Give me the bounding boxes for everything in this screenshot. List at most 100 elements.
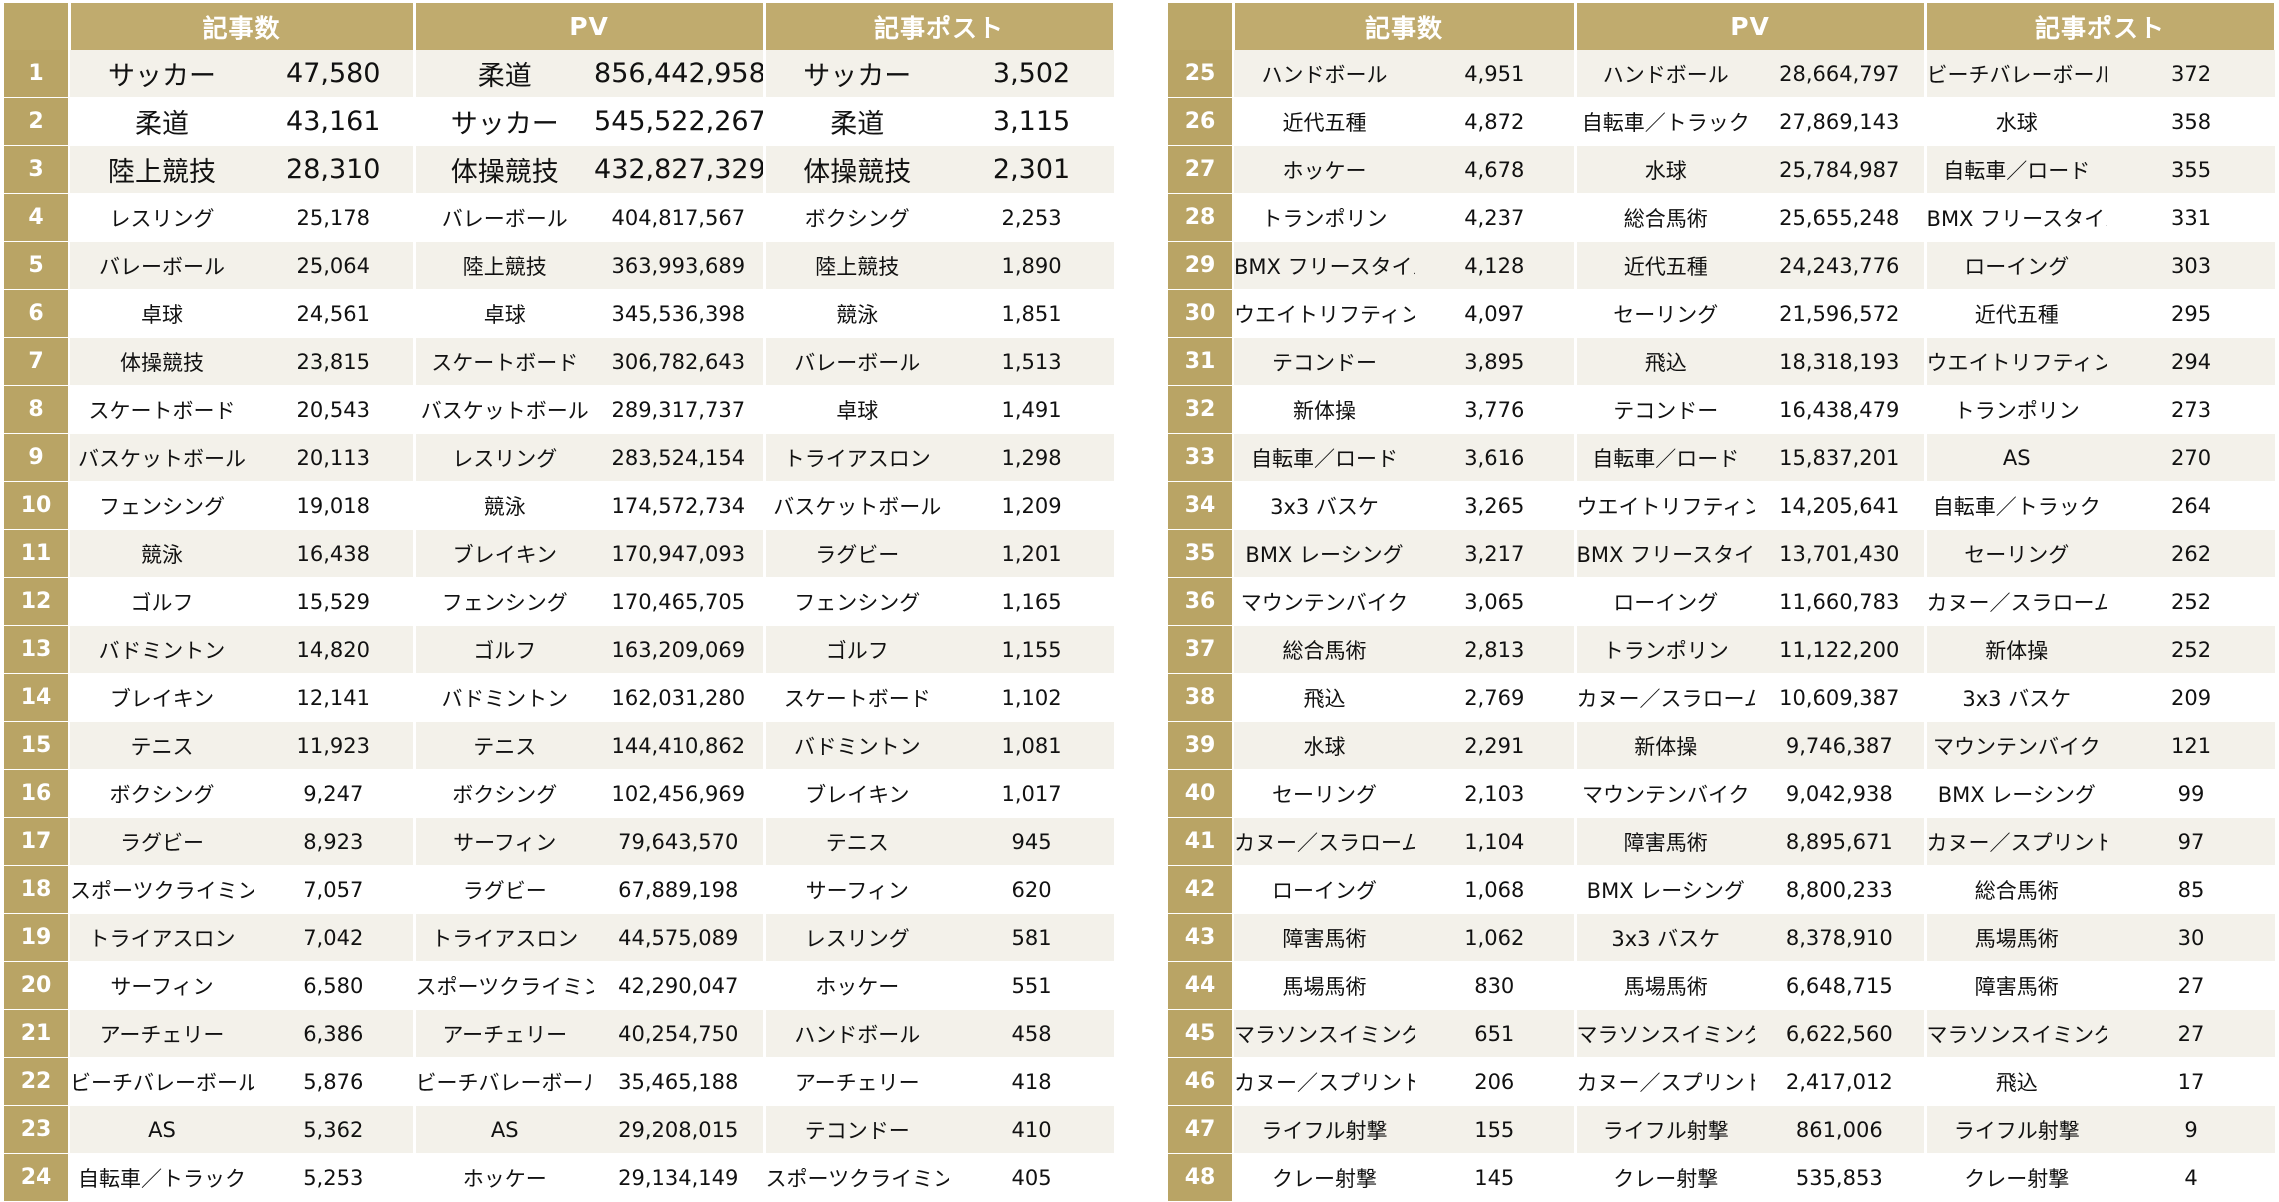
table-row: 9 バスケットボール 20,113 レスリング 283,524,154 トライアスロン 1,…: [4, 433, 1115, 482]
table-row: 5 バレーボール 25,064 陸上競技 363,993,689 陸上競技 1,890: [4, 241, 1115, 290]
pv-sport-cell: カヌー／スプリント: [1575, 1057, 1756, 1106]
table-row: 10 フェンシング 19,018 競泳 174,572,734 バスケットボール 1,209: [4, 481, 1115, 530]
post-count-cell: 270: [2107, 433, 2276, 482]
article-sport-cell: バドミントン: [69, 625, 254, 674]
rank-cell: 40: [1168, 769, 1234, 818]
post-count-cell: 1,890: [949, 241, 1115, 290]
table-row: 8 スケートボード 20,543 バスケットボール 289,317,737 卓球 1,491: [4, 385, 1115, 434]
rank-cell: 11: [4, 529, 70, 578]
pv-sport-cell: スケートボード: [414, 337, 595, 386]
table-row: 29 BMX フリースタイル 4,128 近代五種 24,243,776 ローイング 303: [1168, 241, 2276, 290]
pv-sport-cell: トライアスロン: [414, 913, 595, 962]
post-sport-cell: 体操競技: [764, 145, 950, 194]
pv-sport-cell: 近代五種: [1575, 241, 1756, 290]
pv-sport-cell: サッカー: [414, 97, 595, 146]
rank-cell: 41: [1168, 817, 1234, 866]
table-row: 6 卓球 24,561 卓球 345,536,398 競泳 1,851: [4, 289, 1115, 338]
article-count-cell: 4,951: [1415, 50, 1577, 98]
rank-cell: 9: [4, 433, 70, 482]
post-sport-cell: ウエイトリフティング: [1925, 337, 2108, 386]
rank-cell: 26: [1168, 97, 1234, 146]
article-sport-cell: バレーボール: [69, 241, 254, 290]
post-sport-cell: トライアスロン: [764, 433, 950, 482]
pv-count-cell: 11,660,783: [1755, 577, 1927, 626]
pv-count-cell: 8,378,910: [1755, 913, 1927, 962]
pv-sport-cell: セーリング: [1575, 289, 1756, 338]
pv-sport-cell: ビーチバレーボール: [414, 1057, 595, 1106]
post-sport-cell: 水球: [1925, 97, 2108, 146]
table-row: 19 トライアスロン 7,042 トライアスロン 44,575,089 レスリング 581: [4, 913, 1115, 962]
pv-count-cell: 44,575,089: [594, 913, 766, 962]
rank-cell: 33: [1168, 433, 1234, 482]
post-sport-cell: サーフィン: [764, 865, 950, 914]
post-count-cell: 3,115: [949, 97, 1115, 146]
post-count-cell: 294: [2107, 337, 2276, 386]
article-sport-cell: 3x3 バスケ: [1233, 481, 1415, 530]
pv-sport-cell: 陸上競技: [414, 241, 595, 290]
post-count-cell: 331: [2107, 193, 2276, 242]
post-count-cell: 262: [2107, 529, 2276, 578]
rank-cell: 3: [4, 145, 70, 194]
post-sport-cell: ラグビー: [764, 529, 950, 578]
table-row: 44 馬場馬術 830 馬場馬術 6,648,715 障害馬術 27: [1168, 961, 2276, 1010]
post-count-cell: 410: [949, 1105, 1115, 1154]
article-sport-cell: ビーチバレーボール: [69, 1057, 254, 1106]
article-count-cell: 1,062: [1415, 913, 1577, 962]
article-count-cell: 23,815: [254, 337, 416, 386]
pv-sport-cell: 3x3 バスケ: [1575, 913, 1756, 962]
article-sport-cell: マウンテンバイク: [1233, 577, 1415, 626]
post-count-cell: 581: [949, 913, 1115, 962]
post-count-cell: 264: [2107, 481, 2276, 530]
pv-count-cell: 432,827,329: [594, 145, 766, 194]
pv-count-cell: 8,895,671: [1755, 817, 1927, 866]
table-header-row: 記事数 PV 記事ポスト: [4, 3, 1116, 50]
posts-header: 記事ポスト: [764, 3, 1116, 50]
article-sport-cell: ハンドボール: [1233, 50, 1415, 98]
post-count-cell: 1,102: [949, 673, 1115, 722]
pv-count-cell: 163,209,069: [594, 625, 766, 674]
pv-sport-cell: 水球: [1575, 145, 1756, 194]
article-count-cell: 830: [1415, 961, 1577, 1010]
table-row: 48 クレー射撃 145 クレー射撃 535,853 クレー射撃 4: [1168, 1153, 2276, 1202]
article-count-cell: 2,813: [1415, 625, 1577, 674]
rank-cell: 8: [4, 385, 70, 434]
rank-cell: 2: [4, 97, 70, 146]
article-sport-cell: ラグビー: [69, 817, 254, 866]
rank-cell: 25: [1168, 50, 1234, 98]
article-count-cell: 5,362: [254, 1105, 416, 1154]
table-row: 37 総合馬術 2,813 トランポリン 11,122,200 新体操 252: [1168, 625, 2276, 674]
post-sport-cell: バスケットボール: [764, 481, 950, 530]
post-sport-cell: 自転車／ロード: [1925, 145, 2108, 194]
rank-header: [1168, 3, 1235, 50]
rank-cell: 22: [4, 1057, 70, 1106]
rank-cell: 35: [1168, 529, 1234, 578]
post-sport-cell: バドミントン: [764, 721, 950, 770]
pv-count-cell: 345,536,398: [594, 289, 766, 338]
article-sport-cell: テニス: [69, 721, 254, 770]
ranking-table-left: 記事数 PV 記事ポスト 1 サッカー 47,580 柔道 856,442,958 サッカ…: [4, 3, 1116, 1202]
article-sport-cell: トランポリン: [1233, 193, 1415, 242]
article-count-cell: 8,923: [254, 817, 416, 866]
post-sport-cell: AS: [1925, 433, 2108, 482]
post-count-cell: 252: [2107, 577, 2276, 626]
table-row: 2 柔道 43,161 サッカー 545,522,267 柔道 3,115: [4, 97, 1115, 146]
rank-cell: 38: [1168, 673, 1234, 722]
post-count-cell: 405: [949, 1153, 1115, 1202]
rank-cell: 39: [1168, 721, 1234, 770]
pv-count-cell: 856,442,958: [594, 50, 766, 98]
rank-cell: 18: [4, 865, 70, 914]
post-sport-cell: フェンシング: [764, 577, 950, 626]
article-sport-cell: 卓球: [69, 289, 254, 338]
post-count-cell: 121: [2107, 721, 2276, 770]
post-sport-cell: セーリング: [1925, 529, 2108, 578]
article-sport-cell: クレー射撃: [1233, 1153, 1415, 1202]
article-sport-cell: 馬場馬術: [1233, 961, 1415, 1010]
article-sport-cell: フェンシング: [69, 481, 254, 530]
article-count-cell: 2,769: [1415, 673, 1577, 722]
rank-cell: 16: [4, 769, 70, 818]
pv-sport-cell: AS: [414, 1105, 595, 1154]
article-count-cell: 7,042: [254, 913, 416, 962]
table-row: 40 セーリング 2,103 マウンテンバイク 9,042,938 BMX レーシング 99: [1168, 769, 2276, 818]
